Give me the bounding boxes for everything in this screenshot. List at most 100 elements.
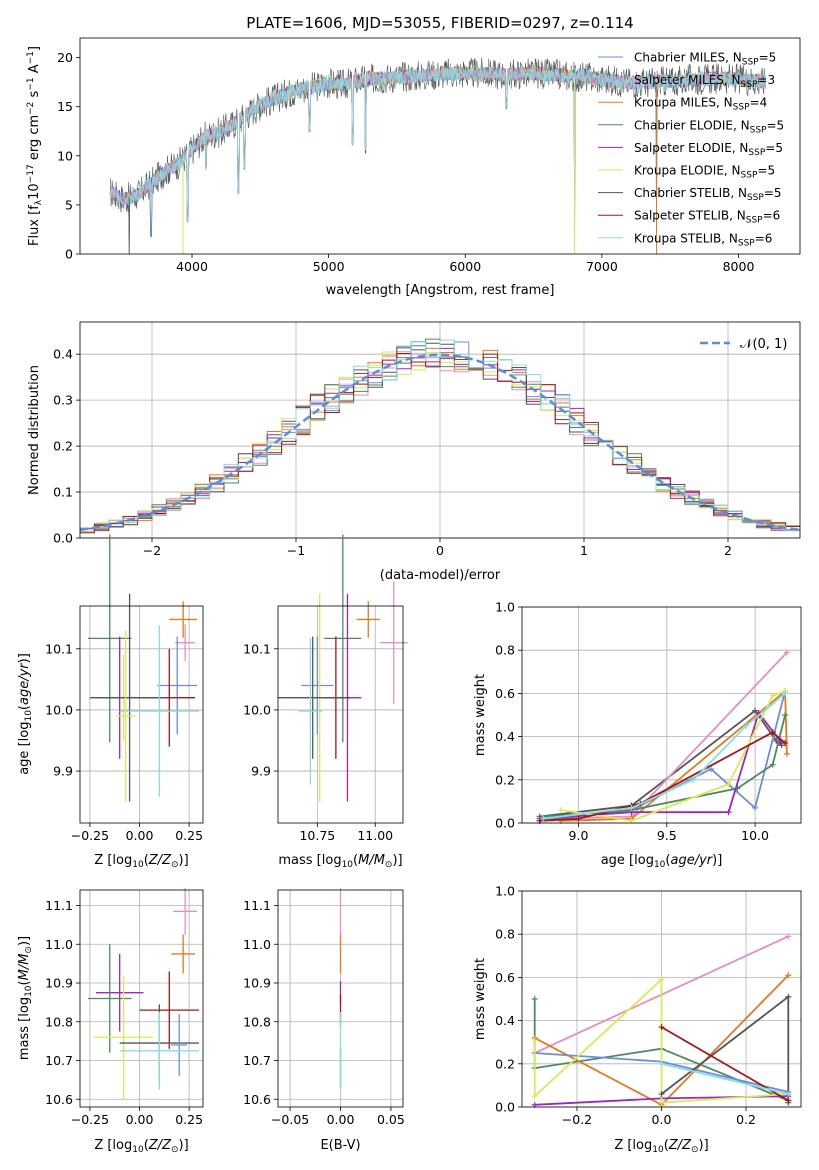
label-part: SSP bbox=[738, 238, 755, 248]
legend-entry: Kroupa ELODIE, NSSP=5 bbox=[634, 164, 775, 181]
weight-marker bbox=[628, 804, 635, 811]
label-part: )] bbox=[712, 853, 722, 868]
weight-marker bbox=[785, 972, 792, 979]
weight-line-chabrier_miles bbox=[539, 690, 786, 822]
label-part: 10 bbox=[654, 860, 666, 870]
label-part: M/M bbox=[17, 954, 32, 981]
x-tick-label: −2 bbox=[143, 543, 161, 558]
axes-frame bbox=[79, 605, 204, 824]
label-part: −17 bbox=[26, 164, 36, 183]
label-part: ( bbox=[664, 1138, 669, 1153]
label-part: ( bbox=[353, 853, 358, 868]
label-part: )] bbox=[699, 1138, 709, 1153]
weight-marker bbox=[769, 729, 776, 736]
weight-marker bbox=[707, 766, 714, 772]
plot-area bbox=[87, 534, 200, 802]
label-part: SSP bbox=[750, 125, 767, 135]
label-part: )] bbox=[17, 653, 32, 663]
weight-marker bbox=[769, 692, 776, 699]
weight-marker bbox=[782, 712, 789, 718]
label-part: SSP bbox=[746, 216, 763, 226]
x-tick-label: −1 bbox=[287, 543, 305, 558]
label-part: erg cm bbox=[27, 115, 42, 164]
y-tick-label: 0.8 bbox=[495, 927, 515, 942]
x-tick-label: 11.00 bbox=[357, 828, 393, 843]
plot-area bbox=[536, 649, 790, 824]
errorbar-point bbox=[169, 601, 198, 638]
x-tick-label: 0.25 bbox=[175, 1112, 203, 1127]
x-tick-label: −0.25 bbox=[71, 828, 109, 843]
y-tick-label: 15 bbox=[57, 99, 73, 114]
y-axis-label: Flux [fλ10−17 erg cm−2 s−1 A−1] bbox=[26, 46, 44, 246]
errorbar-point bbox=[119, 625, 200, 797]
x-tick-label: 9.0 bbox=[569, 828, 589, 843]
legend-entry: Chabrier ELODIE, NSSP=5 bbox=[634, 118, 784, 135]
plot-area bbox=[278, 534, 408, 802]
label-part: Kroupa MILES, N bbox=[634, 96, 733, 110]
x-tick-label: 6000 bbox=[449, 259, 481, 274]
y-tick-label: 0.4 bbox=[495, 729, 515, 744]
axes-frame bbox=[521, 890, 802, 1108]
errorbar-point bbox=[89, 593, 170, 802]
errorbar-point bbox=[173, 888, 198, 935]
weight-marker bbox=[690, 776, 697, 783]
label-part: 10 bbox=[652, 1145, 664, 1155]
errorbar-point bbox=[301, 636, 334, 735]
label-part: 10 bbox=[24, 710, 34, 722]
spectrum-line-chabrier_miles bbox=[109, 66, 767, 253]
label-part: Z/Z bbox=[668, 1138, 692, 1153]
y-tick-label: 11.1 bbox=[243, 898, 271, 913]
y-tick-label: 0.1 bbox=[53, 485, 73, 500]
x-axis-label: Z [log10(Z/Z⊙)] bbox=[94, 853, 188, 870]
label-part: ( bbox=[17, 705, 32, 710]
y-tick-label: 0.4 bbox=[53, 347, 73, 362]
label-part: s bbox=[27, 90, 42, 101]
weight-line-salpeter_stelib bbox=[539, 731, 786, 822]
label-part: =3 bbox=[757, 73, 775, 87]
plot-area bbox=[79, 338, 801, 534]
label-part: ⊙ bbox=[691, 1145, 699, 1155]
x-tick-label: 7000 bbox=[586, 259, 618, 274]
x-tick-label: 8000 bbox=[723, 259, 755, 274]
errorbar-point bbox=[87, 534, 132, 743]
errorbar-point bbox=[298, 637, 322, 785]
axes-frame bbox=[79, 37, 801, 255]
label-part: age/yr bbox=[17, 662, 32, 705]
label-part: ( bbox=[665, 853, 670, 868]
axes-mass_weight_vs_age: 9.0 9.5 10.0 0.0 0.2 0.4 0.6 0.8 1.0 bbox=[495, 600, 802, 843]
y-tick-label: 0 bbox=[65, 247, 73, 262]
label-part: ( bbox=[144, 1138, 149, 1153]
label-part: 10 bbox=[24, 985, 34, 997]
label-part: Chabrier STELIB, N bbox=[634, 186, 747, 200]
weight-marker bbox=[725, 809, 732, 816]
x-tick-label: 2 bbox=[724, 543, 732, 558]
x-tick-label: 5000 bbox=[313, 259, 345, 274]
x-tick-label: 9.5 bbox=[657, 828, 677, 843]
axes-age_vs_mass: 10.75 11.00 9.9 10.0 10.1 bbox=[243, 534, 408, 843]
plot-area bbox=[87, 888, 200, 1100]
y-tick-label: 10.1 bbox=[243, 641, 271, 656]
y-tick-label: 1.0 bbox=[495, 884, 515, 899]
gaussian-curve bbox=[79, 353, 801, 532]
y-axis-label: mass weight bbox=[473, 958, 488, 1040]
x-tick-label: 0.00 bbox=[327, 1112, 355, 1127]
errorbar-point bbox=[93, 975, 154, 1100]
label-part: ⊙ bbox=[24, 946, 34, 954]
y-tick-label: 0.0 bbox=[495, 1100, 515, 1115]
x-tick-label: 10.0 bbox=[741, 828, 769, 843]
y-tick-label: 10.9 bbox=[45, 976, 73, 991]
x-axis-label: age [log10(age/yr)] bbox=[601, 853, 723, 870]
label-part: ] bbox=[27, 46, 42, 51]
label-part: 10 bbox=[132, 1145, 144, 1155]
x-tick-label: −0.2 bbox=[562, 1112, 592, 1127]
label-part: )] bbox=[17, 936, 32, 946]
axes-residuals: −2 −1 0 1 2 0.0 0.1 0.2 0.3 0.4 bbox=[53, 321, 801, 558]
label-part: SSP bbox=[747, 193, 764, 203]
label-part: Chabrier ELODIE, N bbox=[634, 118, 750, 132]
y-tick-label: 11.1 bbox=[45, 898, 73, 913]
y-tick-label: 0.2 bbox=[53, 439, 73, 454]
y-axis-label: mass weight bbox=[473, 674, 488, 756]
weight-line-salpeter_elodie bbox=[539, 710, 783, 820]
label-part: M/M bbox=[358, 853, 385, 868]
histogram-kroupa_stelib bbox=[80, 339, 800, 532]
